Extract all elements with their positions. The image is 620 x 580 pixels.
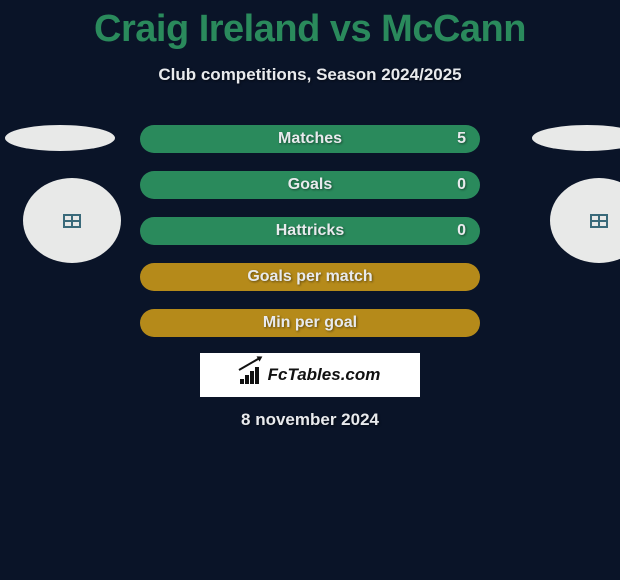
stat-row-matches: Matches 5 [140,125,480,153]
date-label: 8 november 2024 [0,410,620,430]
stat-row-goals-per-match: Goals per match [140,263,480,291]
stat-value: 0 [457,176,466,194]
left-player-oval [5,125,115,151]
page-title: Craig Ireland vs McCann [0,0,620,51]
stat-label: Matches [278,130,342,148]
stat-value: 5 [457,130,466,148]
stat-row-goals: Goals 0 [140,171,480,199]
right-player-oval [532,125,620,151]
chart-icon [240,366,262,384]
stat-label: Goals [288,176,332,194]
stat-row-min-per-goal: Min per goal [140,309,480,337]
stat-label: Hattricks [276,222,344,240]
right-player-avatar [550,178,620,263]
stat-label: Min per goal [263,314,357,332]
stat-value: 0 [457,222,466,240]
stats-container: Matches 5 Goals 0 Hattricks 0 Goals per … [140,125,480,355]
placeholder-image-icon [63,214,81,228]
subtitle: Club competitions, Season 2024/2025 [0,65,620,85]
stat-row-hattricks: Hattricks 0 [140,217,480,245]
placeholder-image-icon [590,214,608,228]
logo-text: FcTables.com [268,365,381,385]
stat-label: Goals per match [247,268,372,286]
left-player-avatar [23,178,121,263]
fctables-logo: FcTables.com [200,353,420,397]
